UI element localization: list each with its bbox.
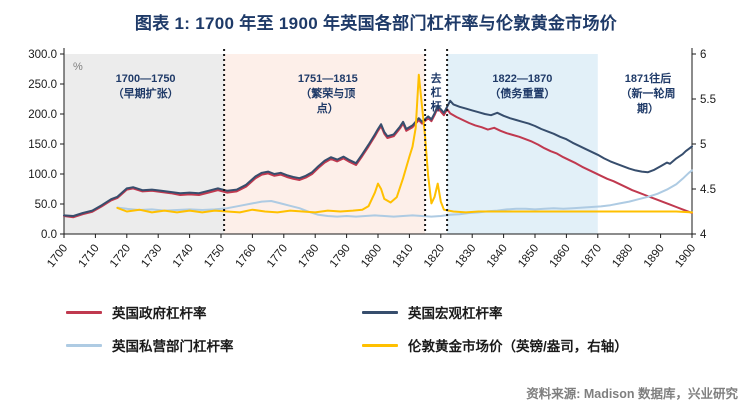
left-axis-unit: % (73, 61, 83, 73)
x-axis-tick-label: 1900 (673, 242, 698, 270)
x-axis-tick-label: 1710 (77, 242, 102, 270)
left-axis-tick-label: 50.0 (35, 199, 57, 211)
left-axis-tick-label: 0.0 (41, 229, 57, 241)
x-axis-tick-label: 1890 (642, 242, 667, 270)
period-region (64, 54, 225, 234)
legend-item-private-leverage: 英国私营部门杠杆率 (66, 335, 362, 355)
period-annotation: 点） (317, 101, 339, 115)
macro-leverage-swatch (362, 310, 398, 314)
period-annotation: 1871往后 (625, 71, 671, 85)
period-annotation: 1751—1815 (298, 73, 358, 85)
period-annotation: （新一轮周 (621, 86, 676, 100)
macro-leverage-line (63, 99, 693, 217)
x-axis-tick-label: 1830 (453, 242, 478, 270)
x-axis-tick-label: 1700 (45, 242, 70, 270)
x-axis-tick-label: 1820 (422, 242, 447, 270)
source-note: 资料来源: Madison 数据库，兴业研究 (526, 387, 738, 401)
period-region (447, 54, 598, 234)
left-axis-tick-label: 150.0 (28, 139, 57, 151)
left-axis-tick-label: 300.0 (28, 49, 57, 61)
period-region (224, 54, 426, 234)
period-annotation: （债务重置） (489, 86, 555, 100)
chart-title: 图表 1: 1700 年至 1900 年英国各部门杠杆率与伦敦黄金市场价 (134, 14, 618, 33)
legend-item-gov-leverage: 英国政府杠杆率 (66, 302, 362, 322)
private-leverage-swatch (66, 343, 102, 347)
period-annotation: （早期扩张） (113, 86, 179, 100)
right-axis-tick-label: 5.5 (700, 94, 716, 106)
x-axis-tick-label: 1870 (579, 242, 604, 270)
period-annotation: 1822—1870 (492, 73, 552, 85)
left-axis-tick-label: 200.0 (28, 109, 57, 121)
x-axis-tick-label: 1790 (328, 242, 353, 270)
period-annotation: （繁荣与顶 (300, 86, 355, 100)
gov-leverage-label: 英国政府杠杆率 (112, 306, 207, 321)
line-chart: 0.0 50.0 100.0 150.0 200.0 250.0 300.0% 4 4.5 5 5.… (28, 48, 716, 270)
macro-leverage-label: 英国宏观杠杆率 (408, 306, 503, 321)
x-axis-tick-label: 1760 (234, 242, 259, 270)
period-annotation: 去 (431, 71, 442, 85)
x-axis-tick-label: 1720 (108, 242, 133, 270)
right-axis-tick-label: 4 (700, 229, 707, 241)
legend-item-macro-leverage: 英国宏观杠杆率 (362, 302, 752, 322)
right-axis-tick-label: 4.5 (700, 184, 716, 196)
x-axis-tick-label: 1780 (296, 242, 321, 270)
x-axis-tick-label: 1800 (359, 242, 384, 270)
left-axis-tick-label: 100.0 (28, 169, 57, 181)
gold-price-line (116, 73, 693, 214)
period-annotation: 杆 (431, 99, 442, 113)
left-axis-tick-label: 250.0 (28, 79, 57, 91)
private-leverage-label: 英国私营部门杠杆率 (112, 339, 234, 354)
legend-item-gold-price: 伦敦黄金市场价（英镑/盎司，右轴） (362, 335, 752, 355)
x-axis-tick-label: 1770 (265, 242, 290, 270)
period-annotation: 期） (637, 101, 659, 115)
x-axis-tick-label: 1730 (139, 242, 164, 270)
period-annotation: 1700—1750 (116, 73, 176, 85)
period-annotation: 杠 (431, 85, 442, 99)
x-axis-tick-label: 1750 (202, 242, 227, 270)
x-axis-tick-label: 1810 (391, 242, 416, 270)
legend: 英国政府杠杆率 英国宏观杠杆率 英国私营部门杠杆率 伦敦黄金市场价（英镑/盎司，… (66, 302, 752, 355)
right-axis-tick-label: 6 (700, 49, 706, 61)
gold-price-label: 伦敦黄金市场价（英镑/盎司，右轴） (408, 339, 628, 354)
right-axis-tick-label: 5 (700, 139, 706, 151)
gold-price-swatch (362, 343, 398, 347)
gov-leverage-swatch (66, 310, 102, 314)
x-axis-tick-label: 1880 (610, 242, 635, 270)
private-leverage-line (116, 169, 693, 218)
x-axis-tick-label: 1740 (171, 242, 196, 270)
x-axis-tick-label: 1840 (485, 242, 510, 270)
x-axis-tick-label: 1860 (548, 242, 573, 270)
x-axis-tick-label: 1850 (516, 242, 541, 270)
gov-leverage-line (63, 107, 693, 219)
